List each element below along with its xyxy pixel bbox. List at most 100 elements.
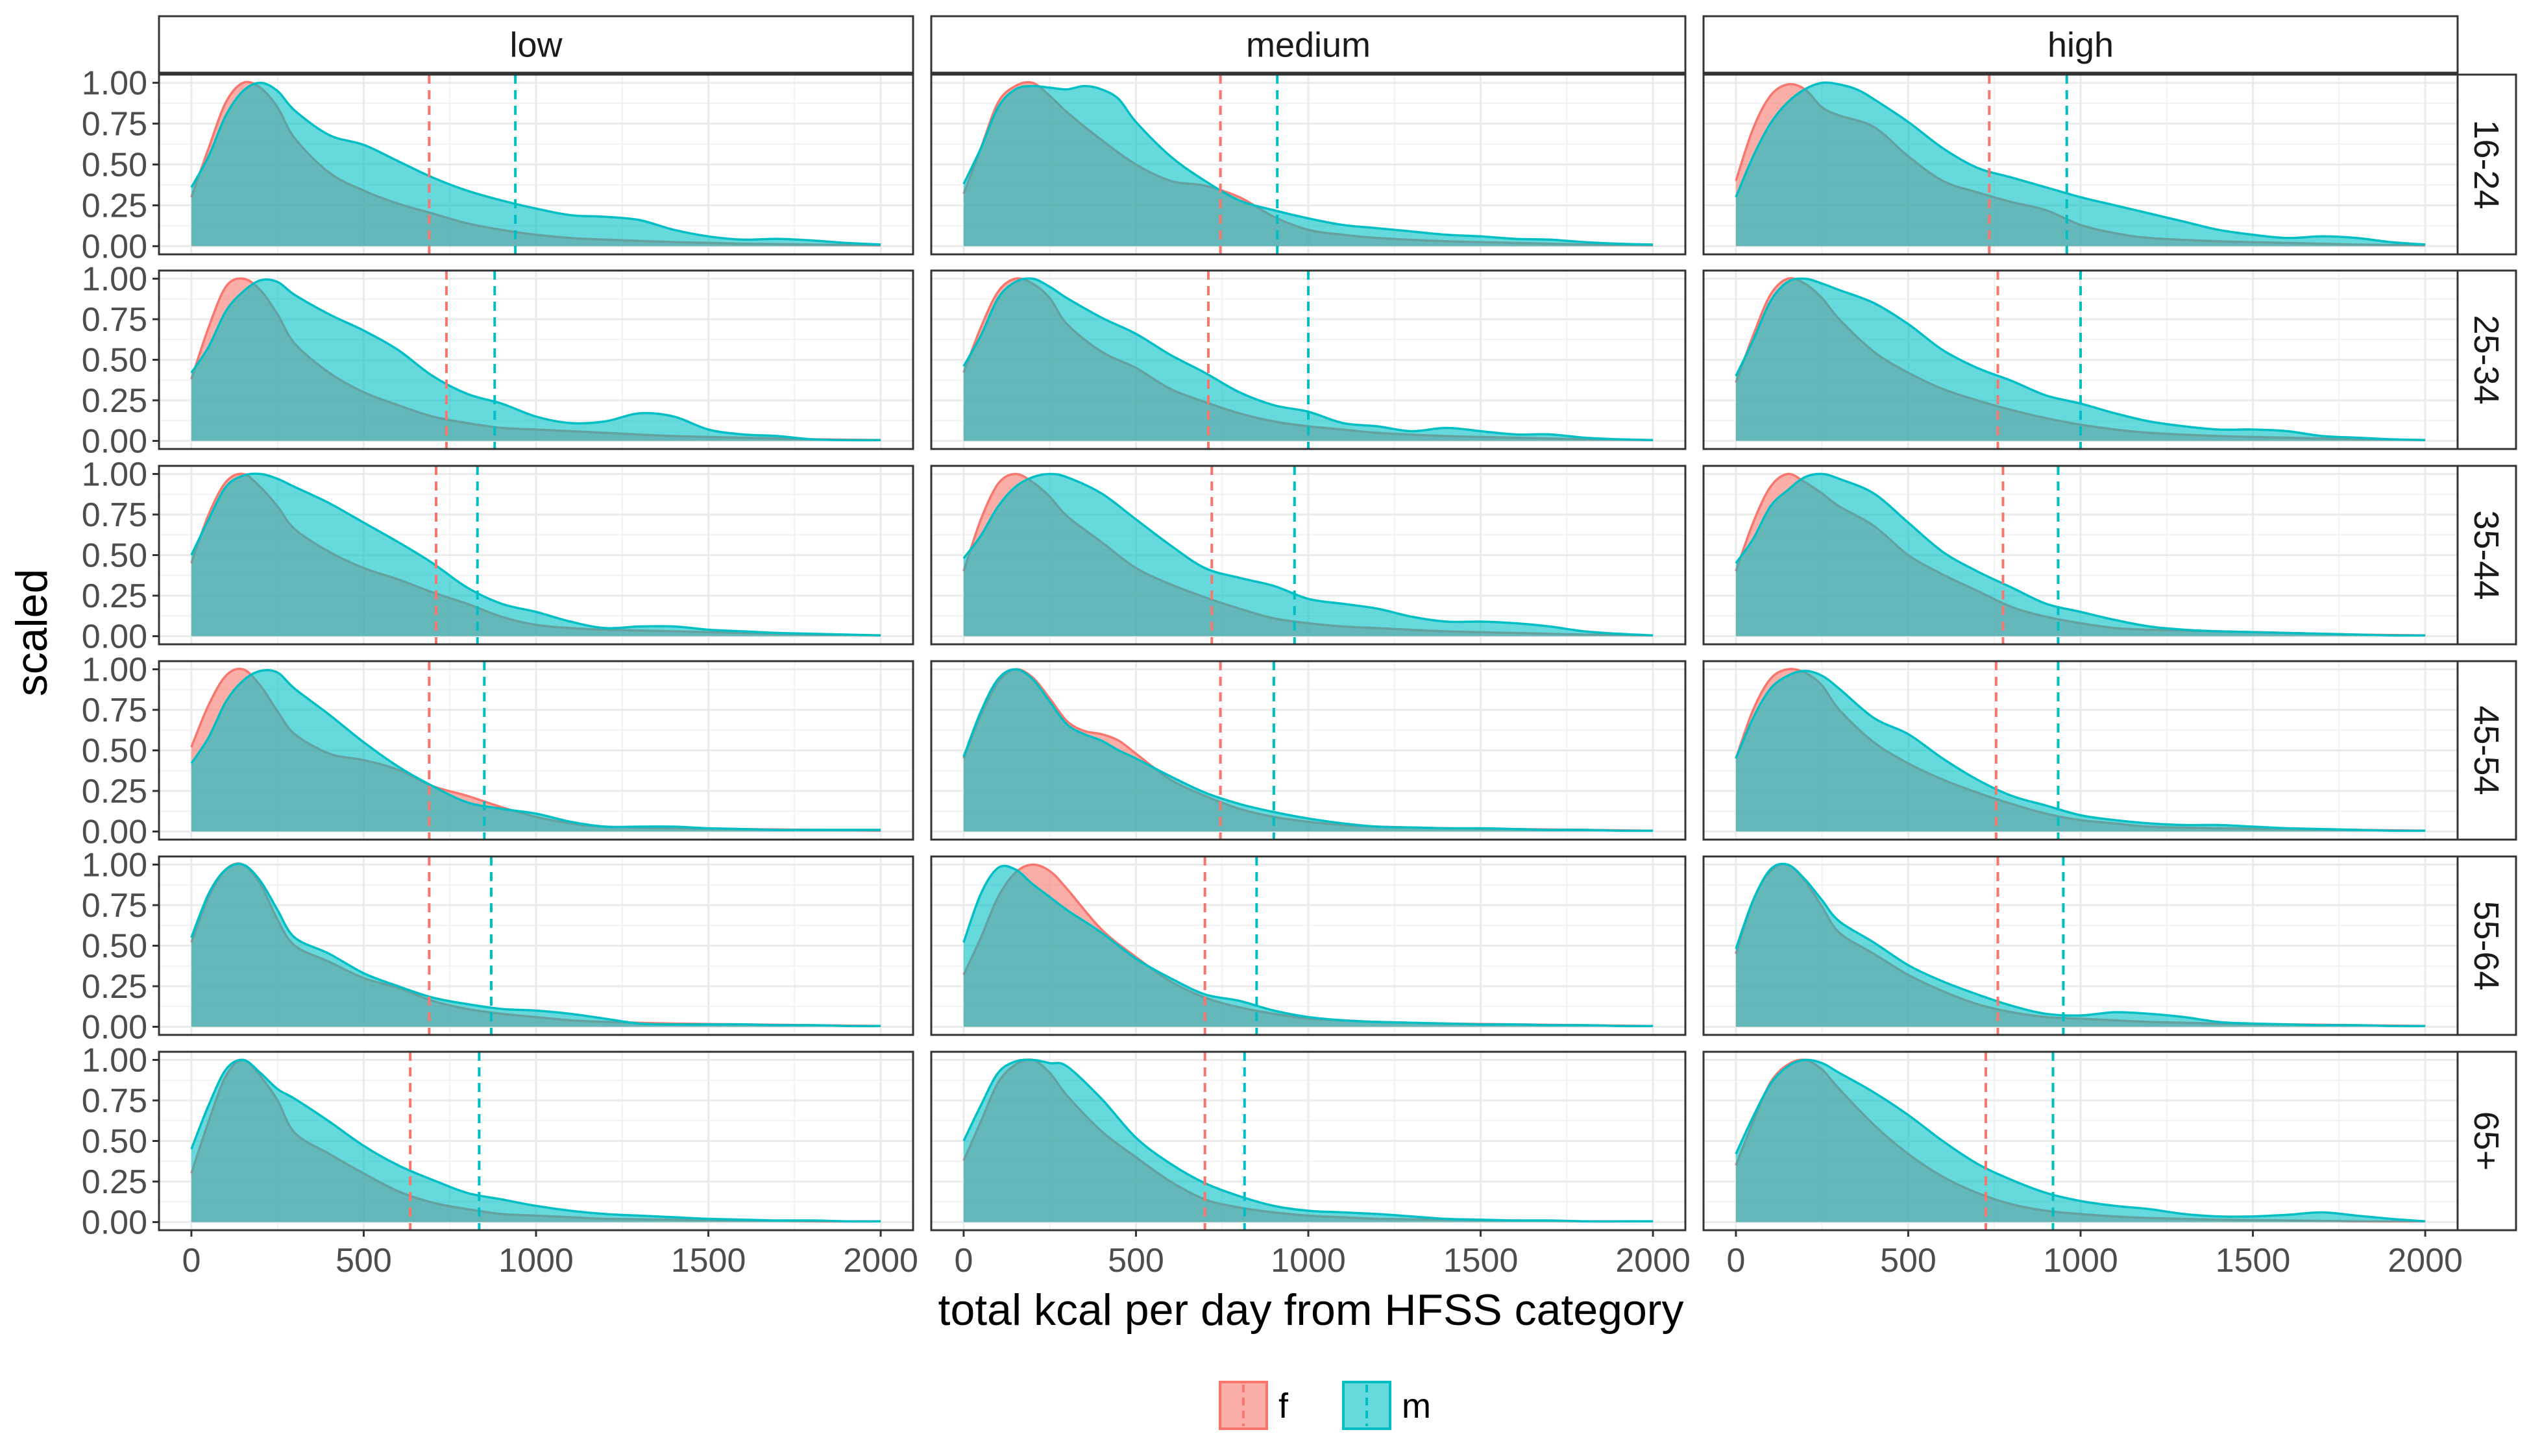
y-axis-65: 0.000.250.500.751.00 <box>82 1042 159 1242</box>
density-curve-m <box>962 277 1654 442</box>
x-axis-title: total kcal per day from HFSS category <box>938 1285 1684 1335</box>
strip-background <box>2456 1050 2517 1232</box>
panel-55-64-high <box>1702 855 2459 1036</box>
panel-16-24-high <box>1702 73 2459 256</box>
panel-45-54-high <box>1702 660 2459 841</box>
panel-border <box>930 660 1687 841</box>
row-facet-strips: 16-24 25-34 35-44 45-54 55-64 65+ <box>2456 73 2517 1232</box>
density-area-m <box>1735 82 2426 247</box>
row-strip-label: 65+ <box>2467 1111 2506 1171</box>
y-axis-16-24: 0.00 0.250.50 0.751.00 <box>82 65 159 265</box>
x-tick-label: 0 <box>1726 1242 1745 1280</box>
strip-background <box>1702 15 2459 74</box>
density-area-m <box>1735 671 2426 832</box>
y-tick-label: 0.75 <box>82 106 147 143</box>
density-area-m <box>963 278 1654 441</box>
panel-45-54-medium <box>930 660 1687 841</box>
row-strip-label: 55-64 <box>2467 901 2506 990</box>
y-tick-label: 1.00 <box>82 847 147 884</box>
density-area-m <box>1735 864 2426 1027</box>
density-curve-m <box>962 668 1654 832</box>
x-tick-label: 1000 <box>2043 1242 2118 1280</box>
y-tick-label: 0.50 <box>82 342 147 380</box>
row-strip-label: 16-24 <box>2467 119 2506 209</box>
row-strip-45-54: 45-54 <box>2456 660 2517 841</box>
x-tick-label: 1000 <box>1271 1242 1346 1280</box>
density-curve-m <box>1735 472 2426 637</box>
density-curve-m <box>962 472 1654 637</box>
column-strip-label: high <box>2047 26 2114 65</box>
y-tick-label: 0.00 <box>82 228 147 265</box>
panel-border <box>930 73 1687 256</box>
panel-35-44-high <box>1702 465 2459 646</box>
x-tick-label: 2000 <box>1615 1242 1691 1280</box>
panel-65-low <box>158 1050 914 1232</box>
y-tick-label: 0.00 <box>82 423 147 461</box>
density-curve-m <box>962 864 1654 1028</box>
y-tick-label: 0.25 <box>82 1163 147 1201</box>
panel-65-high <box>1702 1050 2459 1232</box>
y-tick-label: 0.00 <box>82 1204 147 1242</box>
row-strip-55-64: 55-64 <box>2456 855 2517 1036</box>
column-facet-strips: low medium high <box>158 15 2459 74</box>
panel-35-44-low <box>158 465 914 646</box>
density-curve-m <box>1735 81 2426 246</box>
density-area-m <box>963 1060 1654 1222</box>
y-tick-label: 0.50 <box>82 147 147 184</box>
x-tick-label: 500 <box>336 1242 392 1280</box>
row-strip-25-34: 25-34 <box>2456 269 2517 450</box>
panel-border <box>930 465 1687 646</box>
y-axis-25-34: 0.000.250.500.751.00 <box>82 261 159 461</box>
density-curve-m <box>190 81 881 246</box>
y-tick-label: 0.50 <box>82 537 147 575</box>
density-area-m <box>191 279 881 441</box>
panel-55-64-medium <box>930 855 1687 1036</box>
density-curve-m <box>1735 277 2426 442</box>
y-tick-label: 0.75 <box>82 887 147 925</box>
legend-entry-f: f <box>1219 1381 1289 1430</box>
density-area-m <box>1735 474 2426 637</box>
y-tick-label: 1.00 <box>82 456 147 494</box>
panel-16-24-medium <box>930 73 1687 256</box>
panel-border <box>930 269 1687 450</box>
y-axis-35-44: 0.000.250.500.751.00 <box>82 456 159 656</box>
legend-entry-m: m <box>1342 1381 1431 1430</box>
panel-55-64-low <box>158 855 914 1036</box>
row-strip-16-24: 16-24 <box>2456 73 2517 256</box>
y-tick-label: 0.25 <box>82 773 147 810</box>
x-axis-low: 0 500 1000 1500 2000 <box>182 1230 918 1280</box>
y-axes: 0.000.250.500.751.000.000.250.500.751.00… <box>82 65 159 1242</box>
y-tick-label: 1.00 <box>82 1042 147 1080</box>
panel-16-24-low <box>158 73 914 256</box>
density-curve-m <box>962 1058 1654 1223</box>
strip-background <box>2456 855 2517 1036</box>
x-tick-label: 1000 <box>498 1242 574 1280</box>
y-tick-label: 0.50 <box>82 733 147 770</box>
row-strip-label: 25-34 <box>2467 315 2506 404</box>
y-tick-label: 1.00 <box>82 651 147 689</box>
y-axis-55-64: 0.000.250.500.751.00 <box>82 847 159 1047</box>
y-tick-label: 1.00 <box>82 261 147 298</box>
y-tick-label: 0.75 <box>82 301 147 339</box>
density-curve-m <box>1735 1058 2426 1223</box>
x-tick-label: 1500 <box>671 1242 746 1280</box>
x-tick-label: 1500 <box>2216 1242 2291 1280</box>
x-tick-label: 0 <box>954 1242 973 1280</box>
y-tick-label: 0.75 <box>82 692 147 729</box>
y-axis-45-54: 0.00 0.250.50 0.751.00 <box>82 651 159 851</box>
density-area-m <box>1735 1060 2426 1222</box>
panel-65-medium <box>930 1050 1687 1232</box>
strip-background <box>2456 465 2517 646</box>
y-axis-title: scaled <box>7 569 56 697</box>
x-tick-label: 2000 <box>2388 1242 2463 1280</box>
density-curve-m <box>1735 670 2426 832</box>
y-tick-label: 0.25 <box>82 187 147 224</box>
density-area-m <box>963 866 1654 1027</box>
density-area-m <box>191 474 881 637</box>
row-strip-label: 35-44 <box>2467 510 2506 600</box>
density-area-m <box>191 1060 881 1222</box>
y-tick-label: 0.25 <box>82 577 147 615</box>
density-area-m <box>963 474 1654 637</box>
column-strip-low: low <box>158 15 914 74</box>
